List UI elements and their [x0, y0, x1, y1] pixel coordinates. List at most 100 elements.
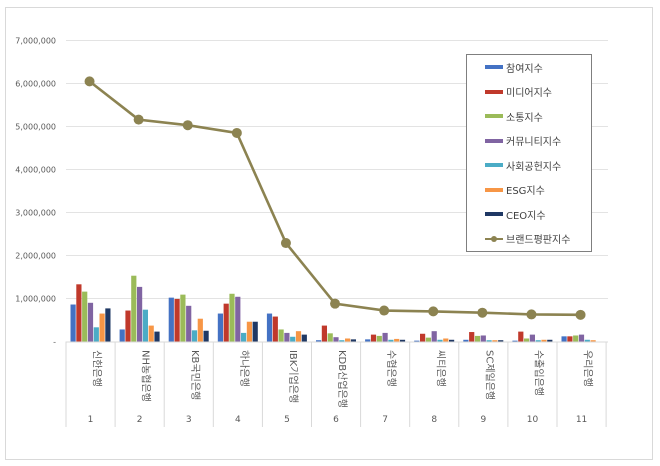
category-number: 11: [576, 415, 587, 425]
legend-item: 브랜드평판지수: [485, 232, 570, 246]
category-label: NH농협은행: [140, 350, 153, 402]
category-number: 2: [137, 415, 143, 425]
bar: [480, 335, 486, 342]
bar: [350, 339, 356, 342]
bar: [99, 313, 105, 342]
y-tick-label: 3,000,000: [15, 209, 56, 218]
bar: [547, 339, 553, 342]
y-tick-label: -: [53, 338, 56, 347]
bar: [246, 321, 252, 342]
y-tick-label: 5,000,000: [15, 123, 56, 132]
x-axis: 신한은행 1 NH농협은행 2 KB국민은행 3 하나은행 4 IBK기업은행 5 KDB산업은행 6…: [65, 341, 608, 427]
bar: [125, 310, 131, 342]
bar: [535, 340, 541, 342]
bar: [142, 309, 148, 342]
y-axis: - 1,000,000 2,000,000 3,000,000 4,000,000 5,0…: [15, 37, 56, 347]
bar: [370, 334, 377, 342]
category-number: 8: [431, 415, 437, 425]
bar: [584, 339, 590, 342]
bar: [290, 336, 296, 342]
bar: [241, 332, 247, 342]
category-number: 3: [186, 415, 192, 425]
bar: [186, 305, 192, 342]
bar: [388, 339, 394, 342]
legend-label: 사회공헌지수: [506, 161, 562, 173]
legend-label: 브랜드평판지수: [506, 235, 571, 246]
legend-item: 사회공헌지수: [485, 158, 562, 173]
bar: [197, 318, 203, 342]
category-number: 9: [480, 415, 486, 425]
legend-item: CEO지수: [485, 207, 546, 222]
legend-item: 미디어지수: [485, 85, 552, 99]
line-marker: [428, 306, 439, 317]
bar: [382, 332, 388, 342]
bar: [316, 340, 322, 342]
legend-item: ESG지수: [485, 183, 545, 197]
bar: [518, 331, 524, 342]
legend-line-marker-icon: [485, 235, 503, 242]
bar: [137, 286, 143, 342]
category-label: 수출입은행: [532, 350, 545, 396]
bar: [469, 332, 475, 342]
bar: [365, 339, 371, 342]
bar: [449, 339, 455, 342]
bar: [345, 338, 351, 342]
category-label: KB국민은행: [189, 350, 201, 400]
bar: [229, 293, 235, 342]
bar: [93, 327, 99, 342]
bar: [567, 336, 573, 342]
category-number: 7: [382, 415, 388, 425]
bar: [486, 340, 492, 342]
bar: [425, 337, 431, 342]
bar: [437, 339, 443, 342]
bar: [431, 331, 437, 342]
line-marker: [84, 76, 95, 87]
bar: [339, 340, 345, 342]
legend-item: 커뮤니티지수: [485, 134, 561, 148]
bar: [252, 321, 258, 342]
bar: [524, 338, 530, 342]
bar: [154, 331, 160, 342]
bar: [498, 340, 504, 342]
category-number: 4: [235, 415, 241, 425]
bar: [590, 340, 596, 342]
legend-item: 참여지수: [485, 60, 543, 75]
bar: [223, 303, 229, 342]
category-label: 씨티은행: [434, 350, 446, 387]
category-number: 1: [88, 415, 94, 425]
bar: [492, 340, 498, 342]
y-tick-label: 7,000,000: [15, 37, 56, 46]
bar: [284, 332, 290, 342]
category-label: 수협은행: [385, 350, 398, 387]
category-number: 10: [527, 415, 539, 425]
bar: [443, 338, 449, 342]
line-marker: [526, 309, 537, 320]
legend-item: 소통지수: [485, 109, 543, 124]
y-tick-label: 6,000,000: [15, 80, 56, 89]
bar: [333, 337, 339, 342]
bar: [420, 333, 426, 342]
bar: [301, 334, 307, 342]
legend-swatch-icon: [485, 65, 503, 69]
legend-label: 커뮤니티지수: [506, 137, 562, 148]
bar: [376, 335, 382, 342]
legend-swatch-icon: [485, 187, 503, 192]
legend-label: 참여지수: [506, 63, 543, 75]
bar: [180, 294, 186, 342]
legend-swatch-icon: [485, 114, 503, 118]
category-label: 신한은행: [91, 350, 103, 387]
bar-series: [70, 275, 596, 342]
category-label: 우리은행: [582, 350, 594, 387]
legend-label: 소통지수: [506, 112, 543, 124]
category-label: SC제일은행: [483, 350, 495, 400]
bar: [295, 331, 302, 342]
bar: [278, 329, 284, 342]
legend-swatch-icon: [485, 212, 503, 216]
bar: [70, 304, 76, 342]
line-marker: [133, 114, 144, 125]
bar: [217, 313, 223, 342]
bar: [463, 339, 469, 342]
line-marker: [379, 305, 390, 316]
